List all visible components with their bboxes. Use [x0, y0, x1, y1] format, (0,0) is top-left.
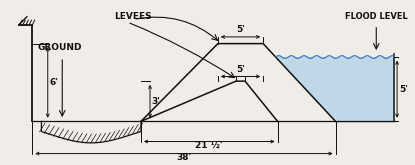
Text: 21 ½': 21 ½'	[195, 141, 223, 149]
Text: FLOOD LEVEL: FLOOD LEVEL	[345, 12, 408, 21]
Text: 3': 3'	[151, 97, 160, 106]
Text: LEVEES: LEVEES	[114, 12, 151, 21]
Text: 5': 5'	[236, 25, 245, 34]
Text: 6': 6'	[49, 78, 59, 87]
Text: 5': 5'	[236, 66, 245, 74]
Polygon shape	[276, 57, 394, 121]
Text: GROUND: GROUND	[37, 43, 82, 52]
Text: 5': 5'	[399, 85, 408, 94]
Text: 38': 38'	[176, 153, 192, 162]
